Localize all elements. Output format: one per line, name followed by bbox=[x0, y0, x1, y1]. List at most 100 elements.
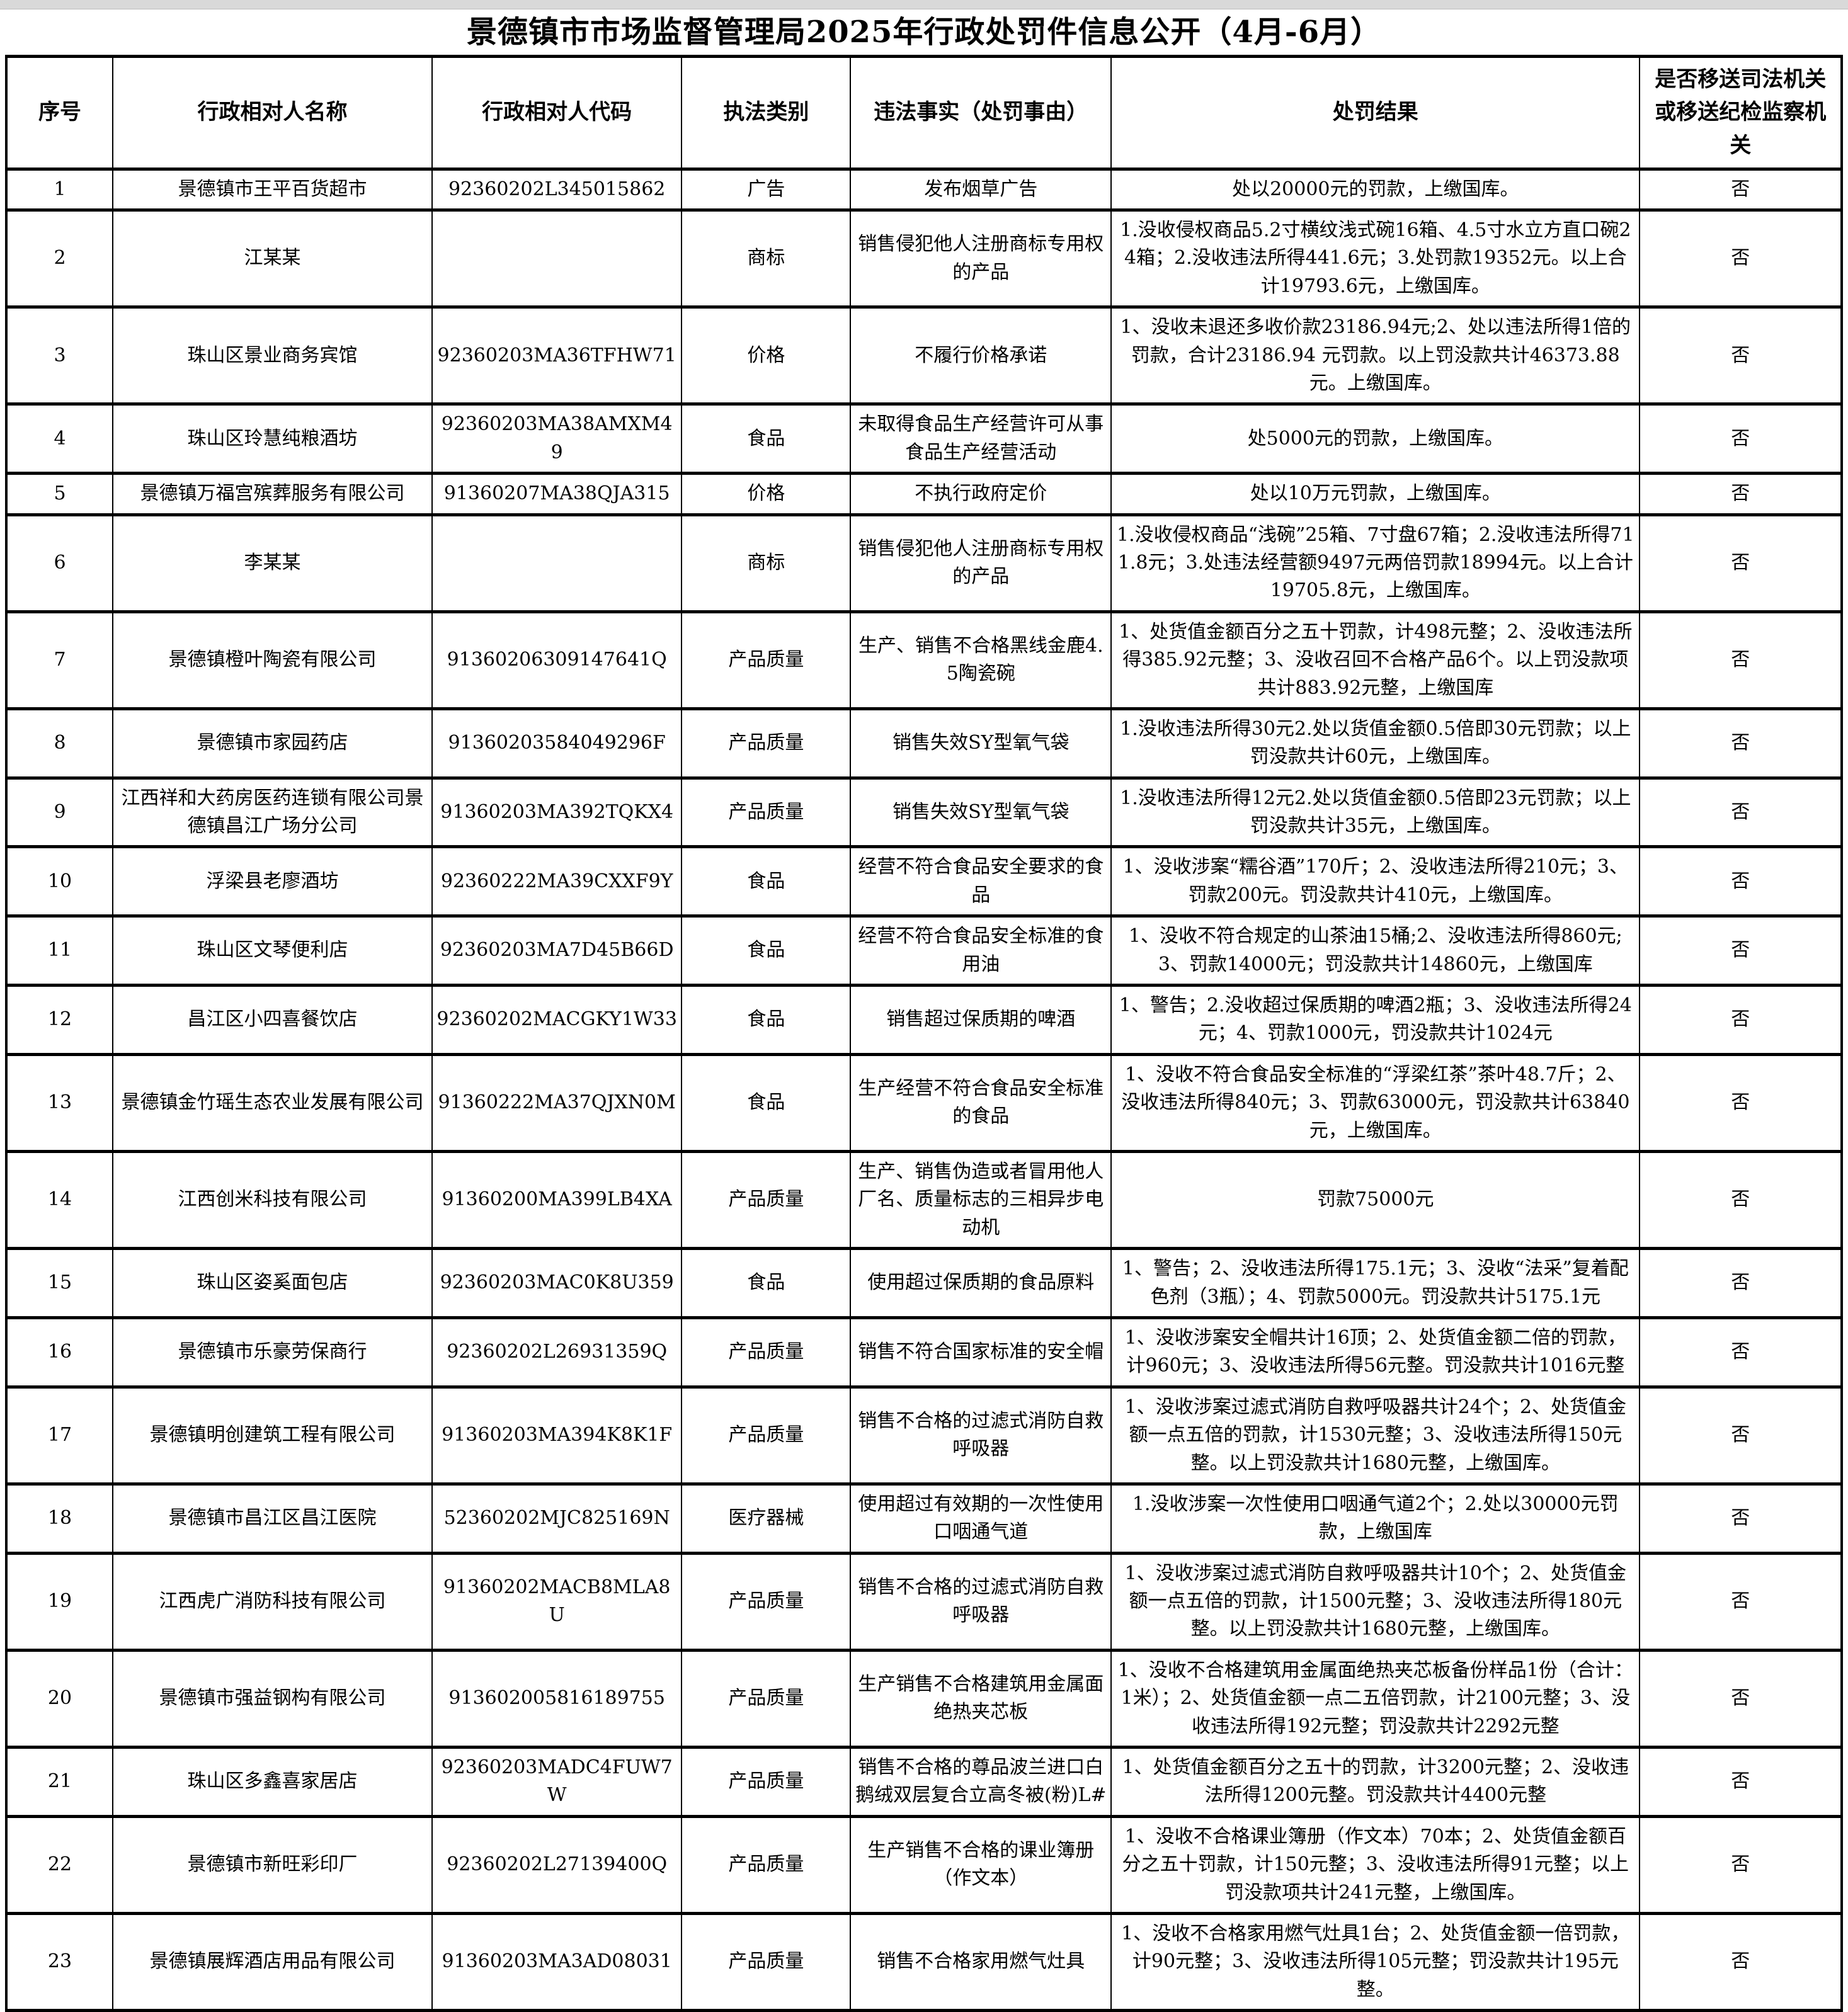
cell-name: 珠山区多鑫喜家居店 bbox=[111, 1746, 433, 1818]
cell-transfer: 否 bbox=[1639, 402, 1842, 475]
cell-fact: 生产销售不合格的课业簿册（作文本） bbox=[850, 1814, 1112, 1915]
cell-result: 1、处货值金额百分之五十罚款，计498元整；2、没收违法所得385.92元整；3… bbox=[1110, 610, 1641, 710]
cell-fact: 经营不符合食品安全要求的食品 bbox=[850, 845, 1112, 918]
cell-category: 产品质量 bbox=[681, 1149, 852, 1251]
cell-fact: 使用超过保质期的食品原料 bbox=[850, 1247, 1112, 1319]
cell-no: 14 bbox=[6, 1149, 113, 1251]
cell-no: 23 bbox=[6, 1911, 113, 2012]
table-row: 21 珠山区多鑫喜家居店 92360203MADC4FUW7W 产品质量 销售不合格的尊… bbox=[6, 1746, 1842, 1818]
cell-category: 产品质量 bbox=[681, 1385, 852, 1486]
table-row: 7 景德镇橙叶陶瓷有限公司 91360206309147641Q 产品质量 生产、销售不… bbox=[6, 610, 1842, 710]
cell-no: 12 bbox=[6, 984, 113, 1056]
cell-code: 91360203MA394K8K1F bbox=[431, 1385, 683, 1486]
cell-result: 罚款75000元 bbox=[1110, 1149, 1641, 1251]
cell-category: 产品质量 bbox=[681, 1316, 852, 1389]
cell-code: 92360202L26931359Q bbox=[431, 1316, 683, 1389]
cell-result: 1、警告；2.没收超过保质期的啤酒2瓶；3、没收违法所得24元；4、罚款1000… bbox=[1110, 984, 1641, 1056]
cell-category: 食品 bbox=[681, 1052, 852, 1153]
cell-name: 江西祥和大药房医药连锁有限公司景德镇昌江广场分公司 bbox=[111, 776, 433, 849]
table-row: 19 江西虎广消防科技有限公司 91360202MACB8MLA8U 产品质量 销售不合… bbox=[6, 1551, 1842, 1652]
table-row: 23 景德镇展辉酒店用品有限公司 91360203MA3AD08031 产品质量 销售不… bbox=[6, 1911, 1842, 2012]
cell-name: 李某某 bbox=[111, 513, 433, 613]
cell-category: 产品质量 bbox=[681, 1551, 852, 1652]
cell-name: 珠山区玲慧纯粮酒坊 bbox=[111, 402, 433, 475]
cell-result: 处以20000元的罚款，上缴国库。 bbox=[1110, 167, 1641, 212]
column-header-code: 行政相对人代码 bbox=[431, 54, 683, 171]
cell-transfer: 否 bbox=[1639, 1052, 1842, 1153]
cell-code: 92360203MA38AMXM49 bbox=[431, 402, 683, 475]
header-row: 序号 行政相对人名称 行政相对人代码 执法类别 违法事实（处罚事由） 处罚结果 … bbox=[6, 54, 1842, 171]
cell-category: 产品质量 bbox=[681, 707, 852, 780]
table-row: 3 珠山区景业商务宾馆 92360203MA36TFHW71 价格 不履行价格承诺 1、没… bbox=[6, 305, 1842, 406]
column-header-transfer: 是否移送司法机关或移送纪检监察机关 bbox=[1639, 54, 1842, 171]
cell-code: 92360203MAC0K8U359 bbox=[431, 1247, 683, 1319]
cell-category: 食品 bbox=[681, 914, 852, 987]
cell-no: 2 bbox=[6, 208, 113, 309]
table-row: 16 景德镇市乐豪劳保商行 92360202L26931359Q 产品质量 销售不符合国… bbox=[6, 1316, 1842, 1389]
cell-name: 景德镇明创建筑工程有限公司 bbox=[111, 1385, 433, 1486]
cell-code: 91360203584049296F bbox=[431, 707, 683, 780]
cell-code: 92360202MACGKY1W33 bbox=[431, 984, 683, 1056]
cell-no: 18 bbox=[6, 1482, 113, 1555]
cell-result: 1、没收不合格家用燃气灶具1台；2、处货值金额一倍罚款，计90元整；3、没收违法… bbox=[1110, 1911, 1641, 2012]
table-header: 序号 行政相对人名称 行政相对人代码 执法类别 违法事实（处罚事由） 处罚结果 … bbox=[6, 54, 1842, 171]
table-row: 22 景德镇市新旺彩印厂 92360202L27139400Q 产品质量 生产销售不合格… bbox=[6, 1814, 1842, 1915]
cell-name: 景德镇橙叶陶瓷有限公司 bbox=[111, 610, 433, 710]
cell-fact: 发布烟草广告 bbox=[850, 167, 1112, 212]
cell-no: 8 bbox=[6, 707, 113, 780]
cell-result: 1.没收违法所得30元2.处以货值金额0.5倍即30元罚款；以上罚没款共计60元… bbox=[1110, 707, 1641, 780]
cell-code: 92360202L345015862 bbox=[431, 167, 683, 212]
cell-name: 景德镇金竹瑶生态农业发展有限公司 bbox=[111, 1052, 433, 1153]
cell-category: 食品 bbox=[681, 1247, 852, 1319]
cell-transfer: 否 bbox=[1639, 208, 1842, 309]
cell-code: 52360202MJC825169N bbox=[431, 1482, 683, 1555]
table-row: 15 珠山区姿奚面包店 92360203MAC0K8U359 食品 使用超过保质期的食品… bbox=[6, 1247, 1842, 1319]
cell-result: 1、没收涉案过滤式消防自救呼吸器共计24个；2、处货值金额一点五倍的罚款，计15… bbox=[1110, 1385, 1641, 1486]
column-header-category: 执法类别 bbox=[681, 54, 852, 171]
cell-category: 产品质量 bbox=[681, 1911, 852, 2012]
cell-code bbox=[431, 208, 683, 309]
cell-fact: 不执行政府定价 bbox=[850, 472, 1112, 516]
cell-transfer: 否 bbox=[1639, 1746, 1842, 1818]
cell-category: 食品 bbox=[681, 984, 852, 1056]
cell-name: 景德镇万福宫殡葬服务有限公司 bbox=[111, 472, 433, 516]
cell-no: 5 bbox=[6, 472, 113, 516]
cell-result: 1、没收涉案过滤式消防自救呼吸器共计10个；2、处货值金额一点五倍的罚款，计15… bbox=[1110, 1551, 1641, 1652]
table-row: 8 景德镇市家园药店 91360203584049296F 产品质量 销售失效SY型氧气… bbox=[6, 707, 1842, 780]
table-row: 17 景德镇明创建筑工程有限公司 91360203MA394K8K1F 产品质量 销售不… bbox=[6, 1385, 1842, 1486]
cell-no: 9 bbox=[6, 776, 113, 849]
cell-fact: 销售不合格的过滤式消防自救呼吸器 bbox=[850, 1551, 1112, 1652]
cell-code: 91360200MA399LB4XA bbox=[431, 1149, 683, 1251]
cell-code: 91360222MA37QJXN0M bbox=[431, 1052, 683, 1153]
cell-transfer: 否 bbox=[1639, 1911, 1842, 2012]
cell-category: 产品质量 bbox=[681, 1814, 852, 1915]
cell-no: 7 bbox=[6, 610, 113, 710]
cell-result: 1、没收不合格课业簿册（作文本）70本；2、处货值金额百分之五十罚款，计150元… bbox=[1110, 1814, 1641, 1915]
cell-result: 1.没收侵权商品“浅碗”25箱、7寸盘67箱；2.没收违法所得711.8元；3.… bbox=[1110, 513, 1641, 613]
cell-transfer: 否 bbox=[1639, 513, 1842, 613]
cell-no: 13 bbox=[6, 1052, 113, 1153]
cell-category: 价格 bbox=[681, 472, 852, 516]
cell-fact: 销售侵犯他人注册商标专用权的产品 bbox=[850, 208, 1112, 309]
column-header-no: 序号 bbox=[6, 54, 113, 171]
cell-result: 1、警告；2、没收违法所得175.1元；3、没收“法采”复着配色剂（3瓶）；4、… bbox=[1110, 1247, 1641, 1319]
cell-fact: 销售不合格的尊品波兰进口白鹅绒双层复合立高冬被(粉)L# bbox=[850, 1746, 1112, 1818]
cell-name: 江西虎广消防科技有限公司 bbox=[111, 1551, 433, 1652]
cell-name: 景德镇市昌江区昌江医院 bbox=[111, 1482, 433, 1555]
cell-fact: 销售不合格的过滤式消防自救呼吸器 bbox=[850, 1385, 1112, 1486]
column-header-name: 行政相对人名称 bbox=[111, 54, 433, 171]
table-row: 11 珠山区文琴便利店 92360203MA7D45B66D 食品 经营不符合食品安全标… bbox=[6, 914, 1842, 987]
cell-category: 商标 bbox=[681, 208, 852, 309]
cell-category: 广告 bbox=[681, 167, 852, 212]
cell-transfer: 否 bbox=[1639, 984, 1842, 1056]
cell-no: 4 bbox=[6, 402, 113, 475]
cell-category: 产品质量 bbox=[681, 610, 852, 710]
cell-result: 1.没收侵权商品5.2寸横纹浅式碗16箱、4.5寸水立方直口碗24箱；2.没收违… bbox=[1110, 208, 1641, 309]
cell-result: 1、没收不符合规定的山茶油15桶;2、没收违法所得860元; 3、罚款14000… bbox=[1110, 914, 1641, 987]
cell-name: 景德镇市新旺彩印厂 bbox=[111, 1814, 433, 1915]
cell-transfer: 否 bbox=[1639, 1316, 1842, 1389]
cell-transfer: 否 bbox=[1639, 1648, 1842, 1749]
cell-fact: 生产经营不符合食品安全标准的食品 bbox=[850, 1052, 1112, 1153]
cell-transfer: 否 bbox=[1639, 1482, 1842, 1555]
window-top-strip bbox=[0, 0, 1848, 9]
